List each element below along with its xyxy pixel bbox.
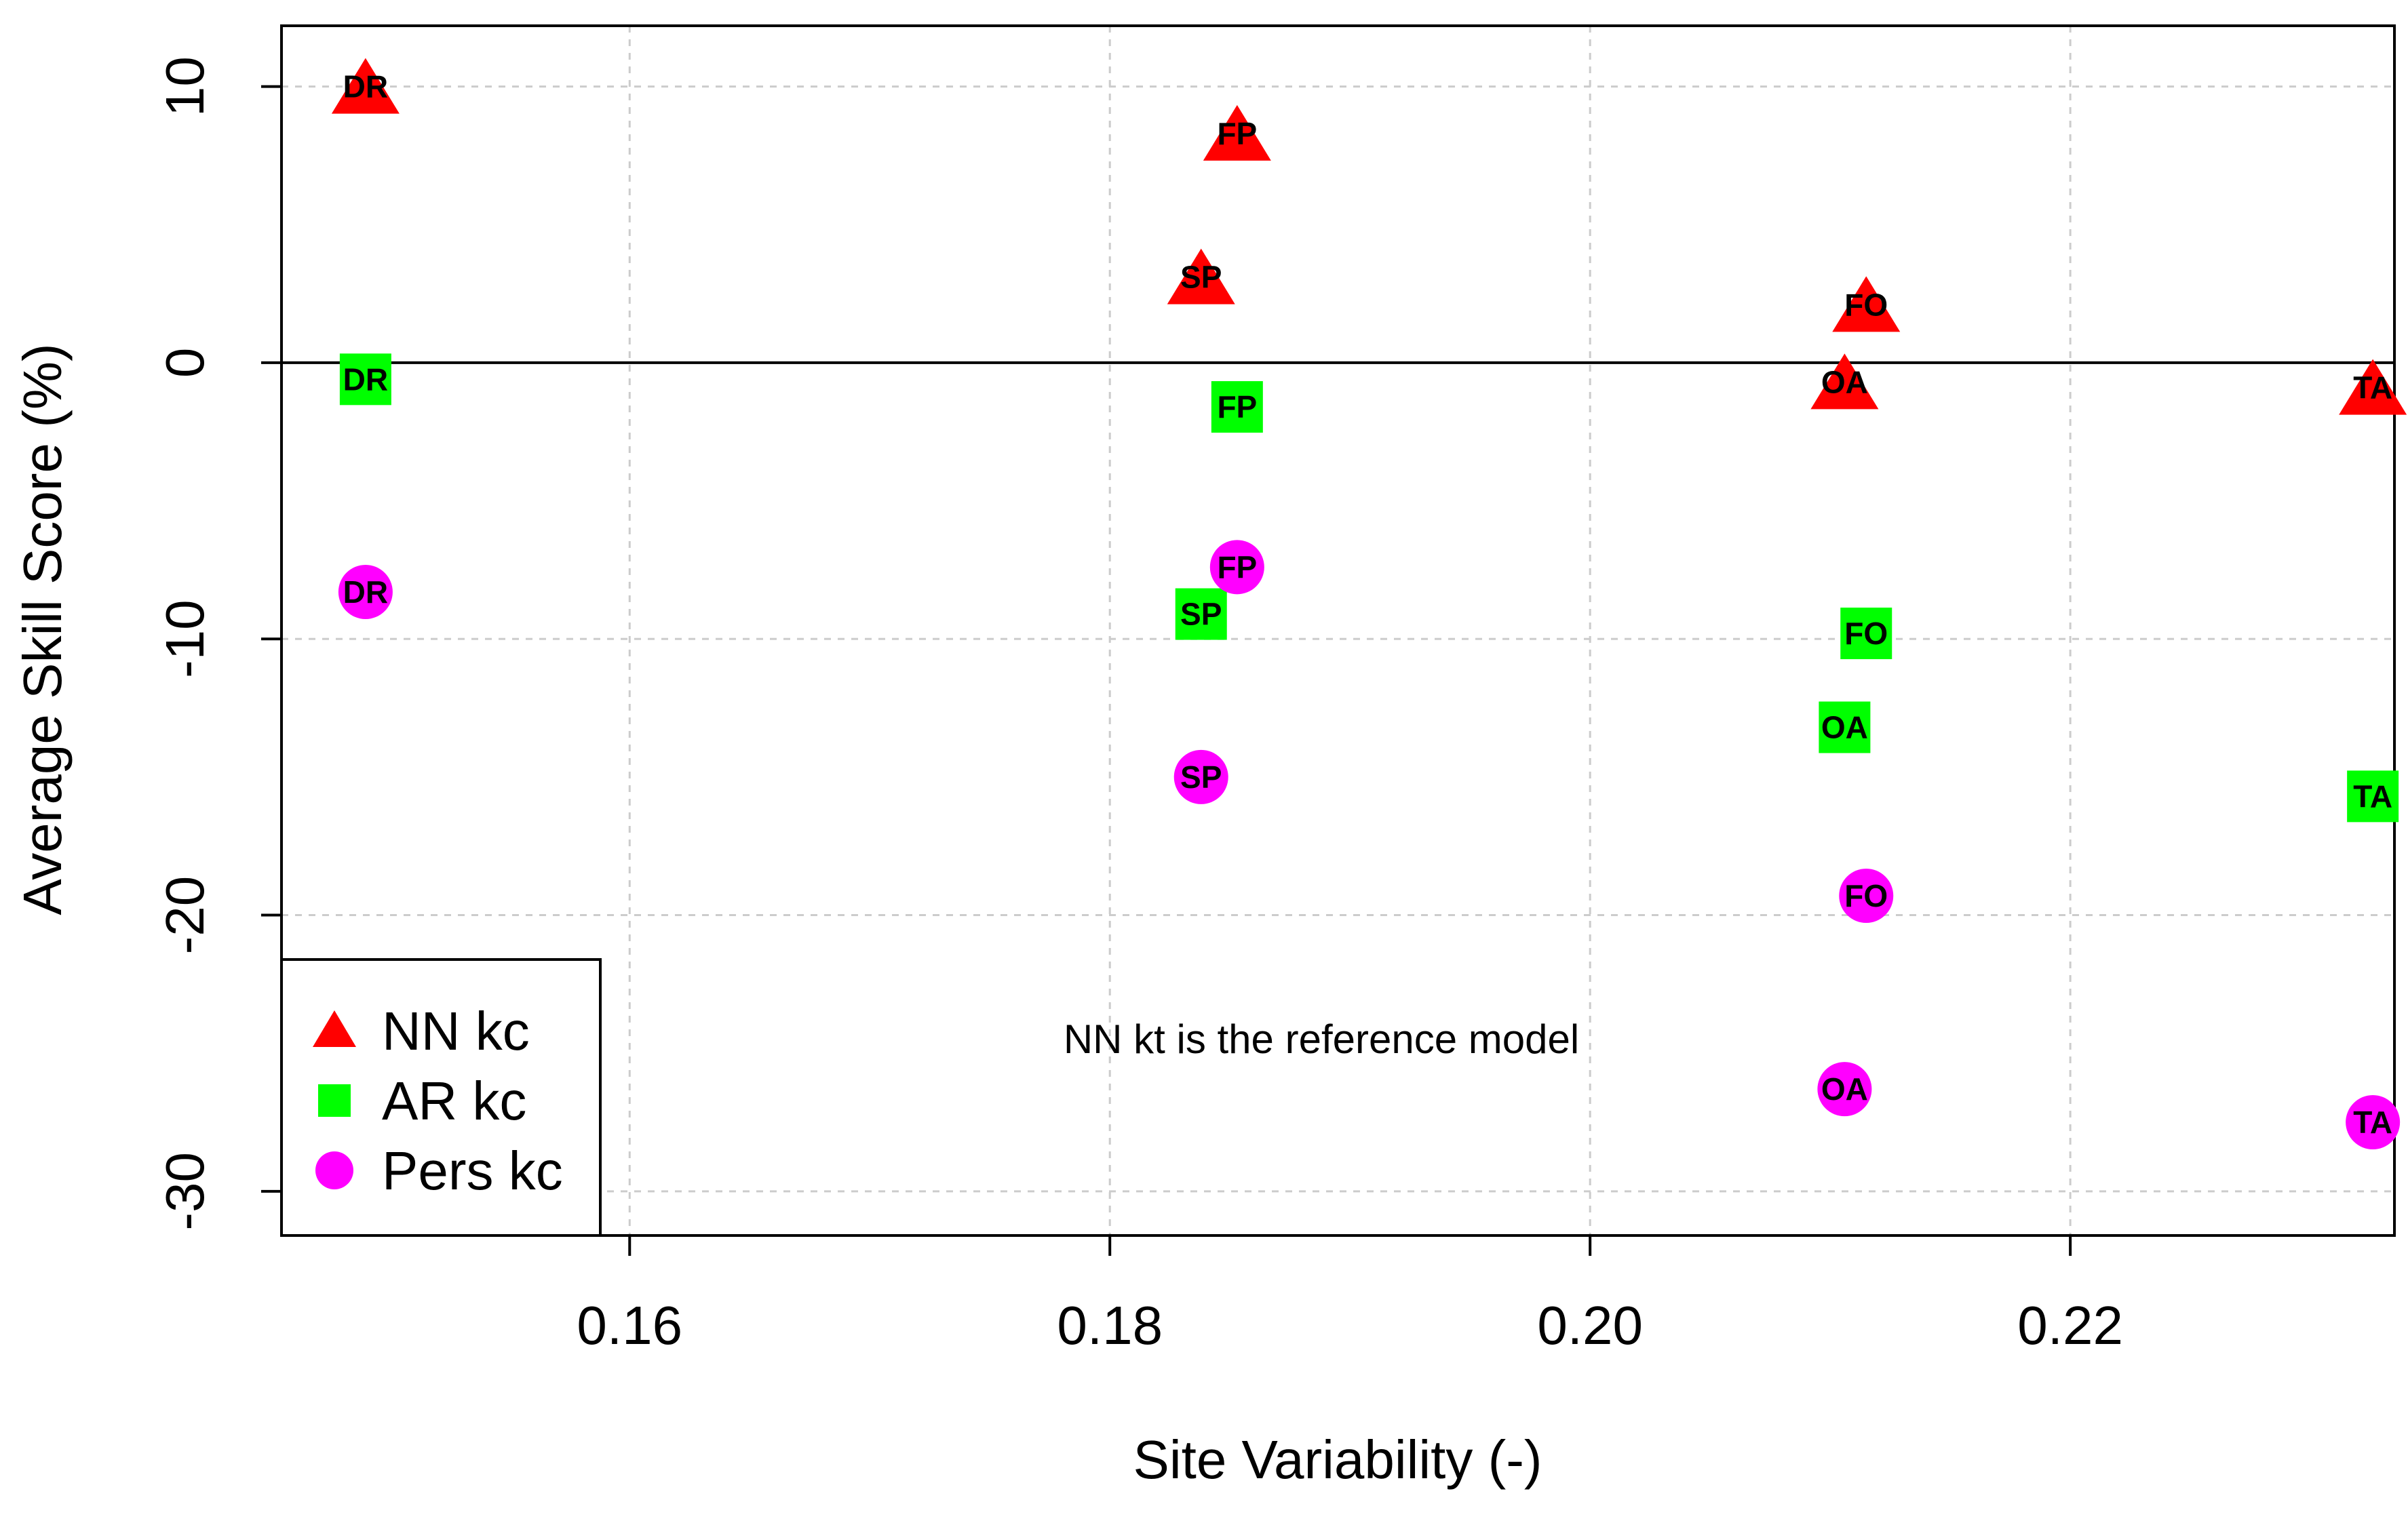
ar-kc-point-label: DR (343, 361, 388, 397)
plot-frame (280, 24, 2396, 1237)
x-tick-label: 0.20 (1537, 1295, 1643, 1356)
ar-kc-point-ta (2347, 770, 2399, 823)
nn-kc-point-ta (2339, 359, 2407, 415)
ar-kc-point-label: FO (1844, 616, 1888, 651)
ar-kc-point-label: TA (2353, 778, 2392, 814)
ar-kc-point-fp (1211, 381, 1263, 433)
legend-label-ar-kc: AR kc (382, 1071, 526, 1131)
nn-kc-point-label: TA (2353, 370, 2392, 406)
ar-kc-point-oa (1819, 701, 1871, 753)
pers-kc-point-oa (1817, 1062, 1872, 1117)
data-marks: DR FP SP FO OA TA DR FP SP FO OA TA DR FP SP FO OA TA (331, 58, 2407, 1150)
nn-kc-point-label: FO (1844, 287, 1888, 322)
nn-kc-point-label: SP (1180, 260, 1222, 295)
pers-kc-point-label: OA (1821, 1071, 1868, 1107)
nn-kc-point-label: OA (1821, 364, 1868, 399)
gridlines (281, 26, 2394, 1235)
pers-kc-point-fp (1209, 540, 1264, 595)
legend-marker-ar-kc-shape (318, 1084, 351, 1117)
pers-kc-point-label: DR (343, 574, 388, 610)
ar-kc-point-sp (1175, 588, 1227, 640)
pers-kc-point-dr (338, 564, 393, 619)
pers-kc-point-ta (2346, 1095, 2401, 1150)
x-axis-label: Site Variability (-) (1133, 1429, 1542, 1490)
x-tick-label: 0.18 (1057, 1295, 1163, 1356)
nn-kc-point-label: DR (343, 69, 388, 104)
legend-marker-nn-kc (313, 1010, 356, 1047)
ar-kc-point-label: FP (1217, 389, 1257, 424)
legend: NN kc AR kc Pers kc (280, 958, 602, 1237)
ar-kc-point-label: SP (1180, 597, 1222, 632)
nn-kc-point-dr (331, 58, 400, 114)
nn-kc-point-fp (1203, 104, 1271, 161)
y-tick-label: -10 (155, 599, 215, 678)
y-tick-label: 10 (155, 56, 215, 117)
y-tick-label: -30 (155, 1152, 215, 1231)
y-tick-label: 0 (155, 348, 215, 378)
pers-kc-point-fo (1839, 869, 1894, 924)
x-tick-label: 0.16 (577, 1295, 682, 1356)
y-tick-label: -20 (155, 876, 215, 955)
nn-kc-point-sp (1167, 248, 1235, 304)
y-axis-label: Average Skill Score (%) (12, 343, 73, 915)
pers-kc-point-label: SP (1180, 759, 1222, 795)
legend-marker-pers-kc (315, 1151, 353, 1189)
ar-kc-point-fo (1840, 608, 1892, 660)
legend-label-pers-kc: Pers kc (382, 1141, 563, 1201)
axes: 0.16 0.18 0.20 0.22 10 0 -10 -20 -30 (155, 24, 2396, 1356)
nn-kc-point-label: FP (1217, 116, 1257, 151)
pers-kc-point-label: TA (2353, 1105, 2392, 1140)
pers-kc-point-label: FO (1844, 878, 1888, 913)
pers-kc-point-sp (1173, 749, 1228, 804)
nn-kc-point-oa (1810, 353, 1879, 410)
ar-kc-point-label: OA (1821, 710, 1868, 745)
ar-kc-point-dr (339, 353, 391, 406)
x-tick-label: 0.22 (2017, 1295, 2123, 1356)
nn-kc-point-fo (1832, 276, 1901, 332)
annotation-text: NN kt is the reference model (1064, 1016, 1579, 1062)
legend-label-nn-kc: NN kc (382, 1001, 530, 1061)
pers-kc-point-label: FP (1217, 549, 1257, 585)
